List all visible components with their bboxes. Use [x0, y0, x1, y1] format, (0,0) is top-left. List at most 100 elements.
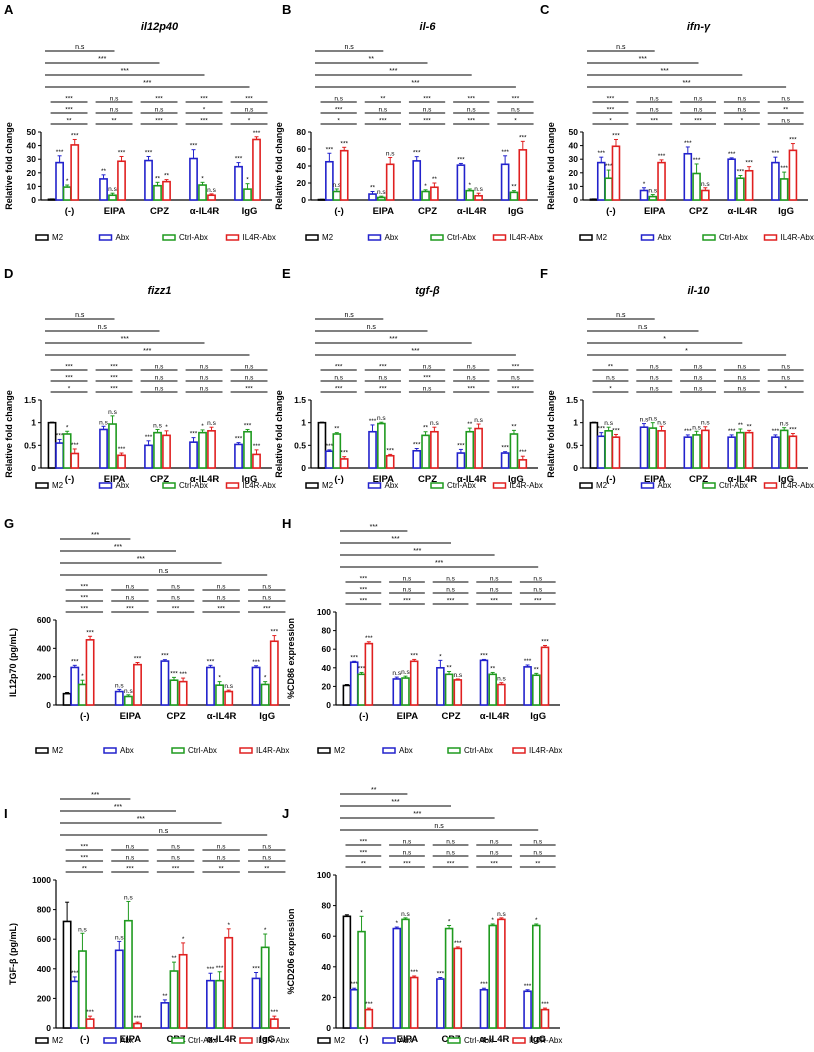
legend-swatch [640, 482, 655, 489]
legend-label: M2 [52, 1036, 64, 1045]
comparison-label: *** [245, 386, 253, 393]
y-tick-label: 60 [322, 644, 332, 654]
bar-significance: *** [365, 1001, 373, 1008]
bar-significance: n.s [657, 419, 666, 426]
bar [409, 660, 419, 706]
category-label: IgG [259, 1034, 275, 1045]
y-tick-label: 200 [37, 993, 51, 1003]
comparison-label: *** [607, 96, 615, 103]
legend-swatch [640, 234, 655, 241]
bar-significance: ** [423, 425, 429, 432]
y-tick-label: 50 [27, 127, 37, 137]
comparison-label: n.s [423, 386, 432, 393]
bar [771, 161, 780, 201]
comparison-label: *** [403, 861, 411, 868]
comparison-label: ** [112, 118, 118, 125]
category-label: EIPA [120, 711, 142, 722]
bar-significance: * [535, 917, 538, 924]
bar [727, 436, 736, 469]
legend-swatch [492, 482, 507, 489]
legend-label: Abx [385, 233, 399, 242]
panel-letter: E [282, 266, 291, 281]
legend-label: Abx [120, 1036, 134, 1045]
bar-significance: *** [190, 143, 198, 150]
bar-significance: n.s [124, 688, 133, 695]
bar-significance: *** [524, 983, 532, 990]
y-tick-label: 80 [297, 127, 307, 137]
comparison-label: n.s [403, 839, 412, 846]
bar [497, 683, 506, 706]
bar [55, 442, 64, 469]
legend-label: Abx [658, 233, 672, 242]
bar-significance: *** [413, 150, 421, 157]
bar-significance: ** [490, 665, 496, 672]
category-label: (-) [80, 1034, 90, 1045]
category-label: CPZ [689, 206, 708, 217]
bar [497, 918, 506, 1029]
bar [456, 164, 466, 201]
comparison-label: *** [379, 386, 387, 393]
bar-significance: *** [684, 140, 692, 147]
y-tick-label: 1 [301, 418, 306, 428]
bar-significance: * [218, 675, 221, 682]
bar-significance: n.s [648, 416, 657, 423]
bar [401, 677, 410, 706]
comparison-label: n.s [379, 375, 388, 382]
legend-swatch [367, 234, 382, 241]
bar [55, 161, 64, 201]
bar-significance: *** [780, 165, 788, 172]
bar-significance: n.s [377, 189, 386, 196]
bar [444, 673, 454, 706]
bar-significance: *** [728, 151, 736, 158]
bar [531, 674, 541, 706]
bar [160, 660, 170, 706]
legend-swatch [35, 234, 49, 241]
comparison-label: n.s [155, 107, 164, 114]
bar [108, 194, 117, 201]
bar-significance: * [182, 936, 185, 943]
bar [604, 430, 613, 469]
bar [99, 428, 108, 469]
comparison-label: n.s [262, 584, 271, 591]
comparison-label: ** [535, 861, 541, 868]
bar-significance: *** [244, 422, 252, 429]
bar-significance: ** [370, 185, 376, 192]
y-tick-label: 100 [317, 607, 331, 617]
bar-significance: ** [432, 176, 438, 183]
category-label: CPZ [150, 474, 169, 485]
panel-letter: C [540, 2, 550, 17]
legend-label: IL4R-Abx [510, 481, 543, 490]
bar-significance: * [246, 177, 249, 184]
bar-significance: n.s [207, 420, 216, 427]
bar [692, 172, 701, 201]
bar [488, 924, 497, 1029]
category-label: EIPA [644, 206, 666, 217]
bar [488, 673, 497, 706]
legend-label: Ctrl-Abx [719, 481, 748, 490]
bar [596, 435, 606, 469]
comparison-label: *** [403, 598, 411, 605]
comparison-label: n.s [110, 96, 119, 103]
bar [444, 927, 454, 1029]
comparison-label: n.s [126, 595, 135, 602]
bar-significance: n.s [780, 421, 789, 428]
bar-significance: *** [728, 428, 736, 435]
bar [252, 138, 261, 201]
bar [114, 690, 124, 706]
comparison-label: ** [608, 364, 614, 371]
bar [332, 190, 342, 201]
legend-label: M2 [334, 746, 346, 755]
comparison-label: n.s [694, 107, 703, 114]
y-tick-label: 20 [569, 168, 579, 178]
category-label: CPZ [442, 711, 461, 722]
comparison-label: n.s [423, 107, 432, 114]
category-label: EIPA [104, 474, 126, 485]
bar-significance: *** [252, 659, 260, 666]
legend-swatch [162, 234, 176, 241]
comparison-label: n.s [511, 375, 520, 382]
y-tick-label: 60 [297, 144, 307, 154]
category-label: EIPA [644, 474, 666, 485]
comparison-label: n.s [200, 364, 209, 371]
comparison-label: *** [335, 107, 343, 114]
legend-swatch [702, 482, 716, 489]
